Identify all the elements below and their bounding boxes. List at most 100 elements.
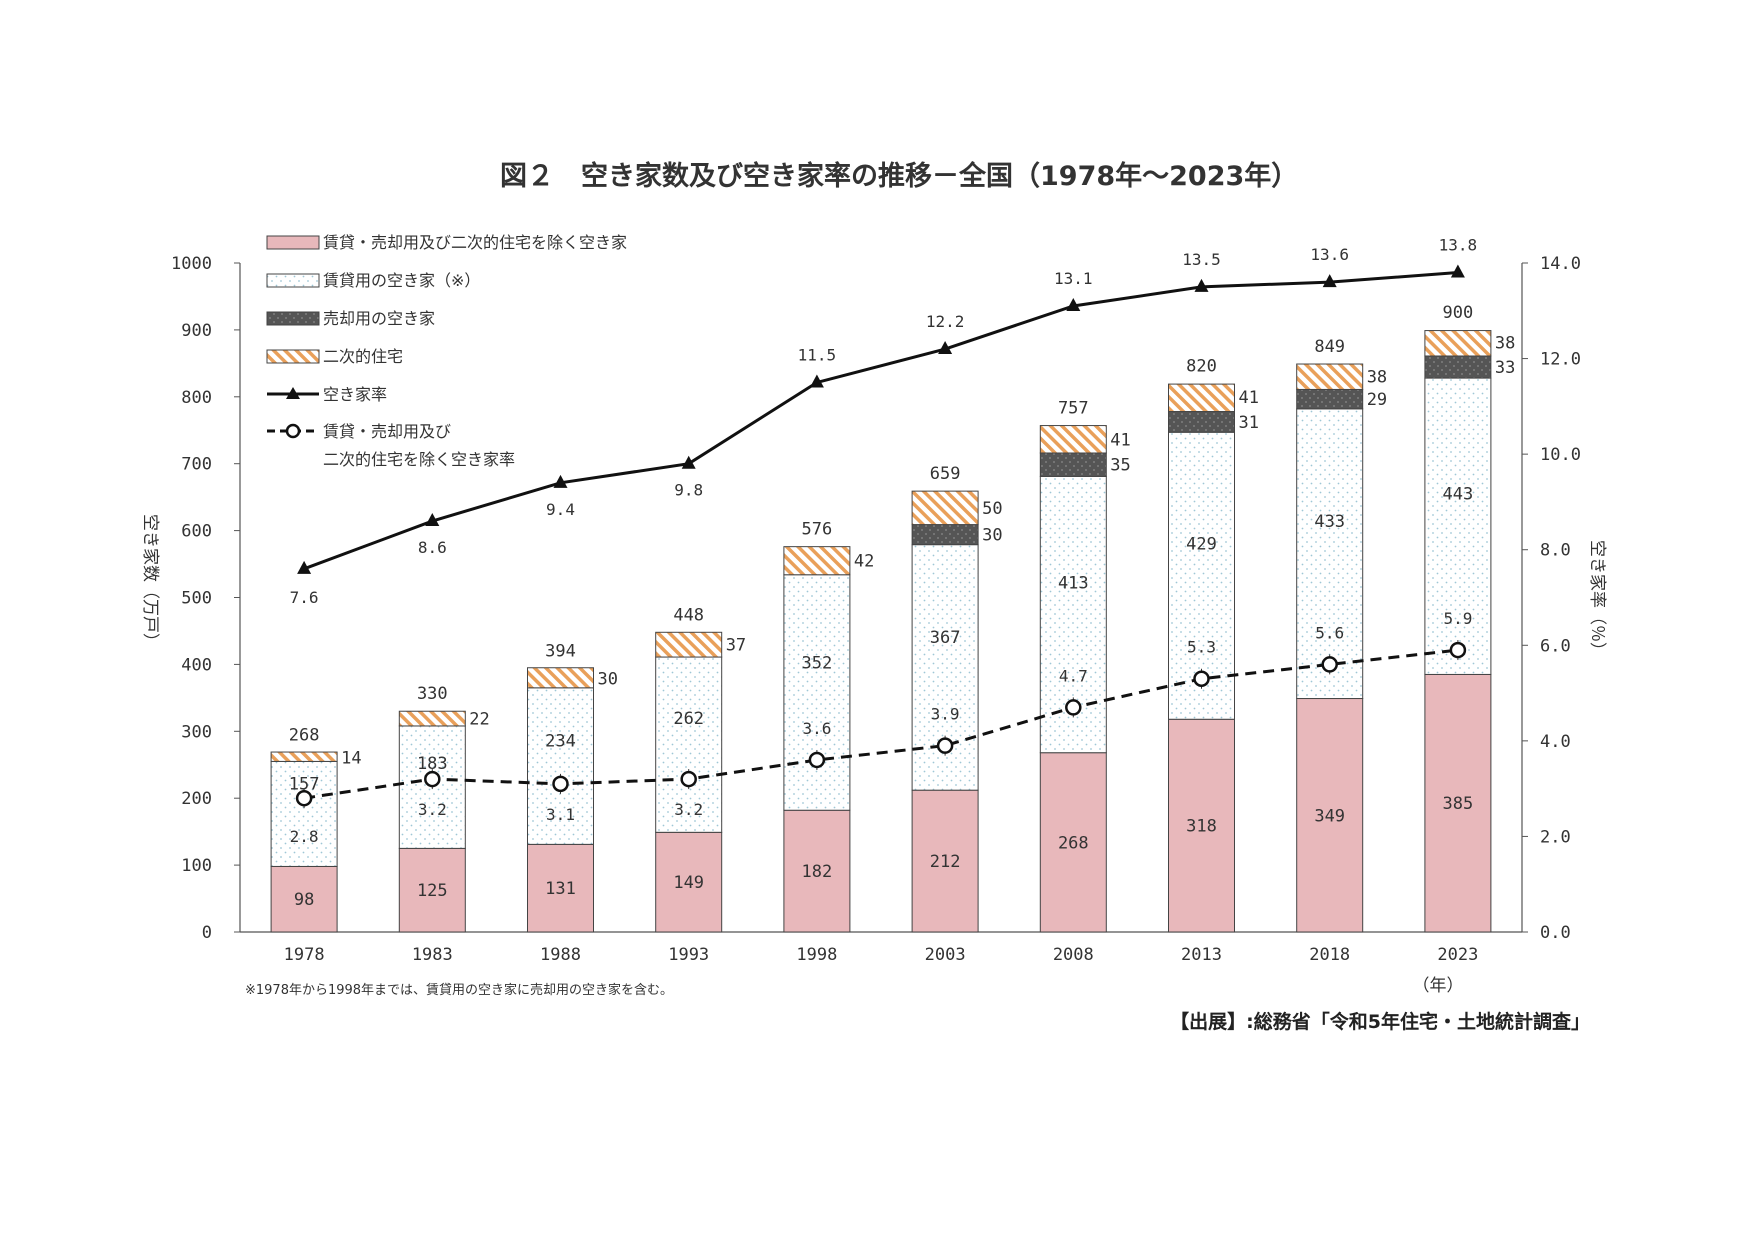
bar-segment-other — [1424, 673, 1492, 933]
bar-segment-other — [527, 843, 594, 933]
marker-rate_other — [680, 770, 697, 788]
legend-swatch-rental — [266, 273, 320, 288]
marker-rate_other — [552, 775, 569, 793]
legend-label-secondary: 二次的住宅 — [323, 347, 403, 366]
y-tick-label-right: 10.0 — [1540, 445, 1581, 465]
y-tick-label-right: 4.0 — [1540, 732, 1571, 752]
x-tick-label: 2008 — [1053, 945, 1094, 965]
label-secondary: 50 — [982, 499, 1002, 519]
y-tick-label-left: 700 — [181, 455, 212, 475]
x-tick-label: 1998 — [796, 945, 837, 965]
label-secondary: 38 — [1495, 334, 1515, 354]
label-other: 149 — [673, 873, 704, 893]
label-rate: 13.5 — [1182, 250, 1221, 269]
marker-rate_other — [295, 789, 313, 807]
label-total: 448 — [673, 605, 704, 625]
label-rate: 12.2 — [926, 312, 965, 331]
line-rate — [303, 271, 1459, 571]
bar-segment-secondary — [783, 546, 851, 576]
bar-segment-other — [270, 865, 338, 933]
y-tick-label-left: 100 — [181, 856, 212, 876]
legend-swatch-other — [266, 235, 320, 250]
label-rental: 367 — [930, 628, 961, 648]
label-rate: 11.5 — [798, 345, 837, 364]
label-rate_other: 4.7 — [1059, 666, 1088, 685]
label-total: 268 — [289, 726, 320, 746]
x-tick-label: 2023 — [1437, 945, 1478, 965]
label-rate: 13.1 — [1054, 269, 1093, 288]
marker-rate — [425, 513, 440, 527]
label-secondary: 22 — [469, 710, 489, 730]
label-rate_other: 5.9 — [1443, 609, 1472, 628]
marker-rate_other — [1449, 641, 1467, 659]
label-secondary: 42 — [854, 552, 874, 572]
bars — [270, 330, 1492, 933]
marker-rate_other — [1321, 656, 1338, 673]
legend-swatch-sale — [266, 311, 320, 326]
marker-rate — [1066, 298, 1081, 312]
label-rental: 183 — [417, 754, 448, 774]
marker-rate — [938, 341, 953, 355]
bar-segment-secondary — [1039, 425, 1107, 454]
label-rental: 433 — [1314, 512, 1345, 532]
bar-segment-other — [655, 831, 723, 933]
label-other: 98 — [294, 890, 314, 910]
y-axis-title-right: 空き家率（％） — [1587, 540, 1607, 659]
label-sale: 29 — [1367, 390, 1387, 410]
y-tick-label-left: 500 — [181, 589, 212, 609]
bar-segment-secondary — [398, 710, 466, 727]
bar-segment-secondary — [1296, 363, 1364, 390]
label-rental: 429 — [1186, 534, 1217, 554]
label-rate_other: 3.2 — [674, 800, 703, 819]
bar-segment-other — [911, 789, 979, 933]
bar-segment-secondary — [911, 490, 979, 526]
label-total: 576 — [802, 520, 833, 540]
legend-label-sale: 売却用の空き家 — [323, 309, 435, 328]
legend-label-rate-other-1: 賃貸・売却用及び — [323, 422, 451, 441]
label-rate: 9.4 — [546, 500, 575, 519]
footnote: ※1978年から1998年までは、賃貸用の空き家に売却用の空き家を含む。 — [245, 982, 673, 998]
label-rate_other: 5.3 — [1187, 638, 1216, 657]
label-total: 900 — [1443, 303, 1474, 323]
label-rate: 7.6 — [290, 588, 319, 607]
bar-segment-sale — [1296, 388, 1364, 410]
line-rate_other — [303, 648, 1459, 800]
x-tick-label: 1988 — [540, 945, 581, 965]
bar-segment-other — [398, 847, 466, 933]
label-rate_other: 5.6 — [1315, 623, 1344, 642]
legend-label-rate-other-2: 二次的住宅を除く空き家率 — [323, 450, 515, 469]
source-note: 【出展】:総務省「令和5年住宅・土地統計調査」 — [1170, 1010, 1590, 1033]
legend-label-rental: 賃貸用の空き家（※） — [323, 271, 480, 290]
legend-label-other: 賃貸・売却用及び二次的住宅を除く空き家 — [323, 233, 627, 252]
y-tick-label-right: 0.0 — [1540, 923, 1571, 943]
label-sale: 30 — [982, 526, 1002, 546]
y-tick-label-left: 0 — [202, 923, 212, 943]
label-sale: 33 — [1495, 358, 1515, 378]
bar-segment-rental — [270, 760, 338, 867]
marker-rate_other — [1065, 699, 1082, 716]
y-tick-label-left: 300 — [181, 722, 212, 742]
y-tick-label-right: 12.0 — [1540, 350, 1581, 370]
label-other: 182 — [802, 862, 833, 882]
label-rental: 443 — [1443, 484, 1474, 504]
marker-rate — [297, 560, 312, 574]
bar-segment-secondary — [270, 751, 338, 762]
bar-segment-secondary — [527, 667, 594, 689]
bar-segment-sale — [1039, 452, 1107, 477]
legend-swatch-secondary — [266, 349, 320, 364]
label-other: 268 — [1058, 833, 1089, 853]
legend: 賃貸・売却用及び二次的住宅を除く空き家 賃貸用の空き家（※） 売却用の空き家 二… — [266, 233, 627, 469]
label-total: 659 — [930, 464, 961, 484]
label-total: 849 — [1314, 337, 1345, 357]
label-total: 820 — [1186, 356, 1217, 376]
bar-segment-rental — [527, 687, 594, 845]
label-secondary: 30 — [598, 669, 618, 689]
label-secondary: 41 — [1110, 430, 1130, 450]
label-sale: 35 — [1110, 456, 1130, 476]
marker-rate_other — [424, 770, 441, 788]
label-rental: 352 — [802, 654, 833, 674]
y-tick-label-left: 1000 — [171, 254, 212, 274]
label-total: 757 — [1058, 399, 1089, 419]
bar-segment-rental — [783, 574, 851, 811]
label-sale: 31 — [1239, 413, 1259, 433]
